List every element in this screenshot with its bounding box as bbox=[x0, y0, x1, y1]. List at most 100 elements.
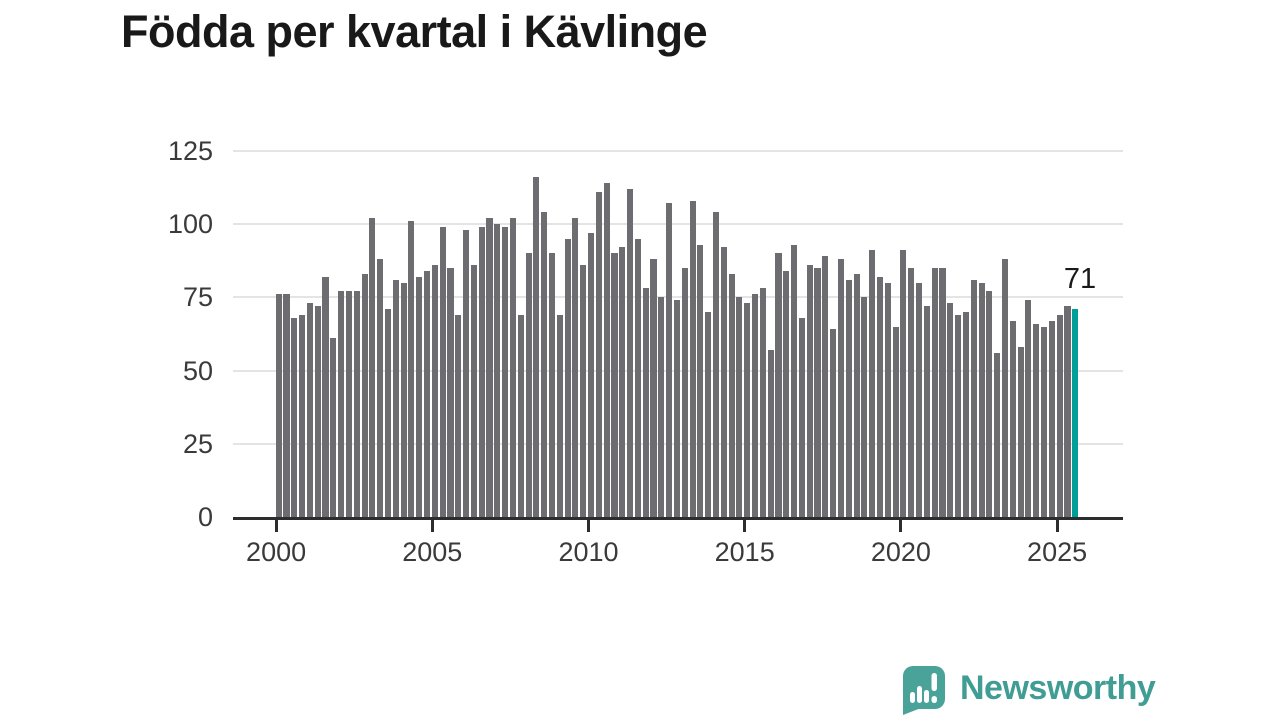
bar bbox=[377, 259, 384, 517]
bar bbox=[759, 288, 766, 517]
gridline-125 bbox=[233, 149, 1123, 152]
bar bbox=[642, 288, 649, 517]
bar bbox=[775, 253, 782, 517]
bar bbox=[619, 247, 626, 517]
bar bbox=[548, 253, 556, 517]
bar bbox=[744, 303, 751, 517]
bar bbox=[970, 279, 977, 517]
bar bbox=[908, 267, 915, 517]
bar bbox=[931, 267, 938, 517]
bar bbox=[916, 282, 923, 517]
x-axis-line bbox=[233, 517, 1123, 520]
bar bbox=[533, 177, 540, 517]
bar bbox=[502, 226, 509, 517]
bar bbox=[830, 329, 837, 517]
y-axis-label-25: 25 bbox=[182, 428, 213, 459]
bar bbox=[275, 294, 282, 517]
bar bbox=[634, 238, 641, 517]
newsworthy-chart-bubble-icon bbox=[903, 666, 945, 715]
bar bbox=[822, 256, 829, 517]
x-axis-tick-2020 bbox=[899, 520, 903, 532]
x-axis-tick-2015 bbox=[743, 520, 747, 532]
bar bbox=[720, 247, 727, 517]
x-axis-label-2005: 2005 bbox=[402, 537, 463, 567]
bar bbox=[283, 294, 290, 517]
y-axis-label-125: 125 bbox=[167, 135, 213, 166]
bar bbox=[697, 244, 704, 517]
bar bbox=[650, 259, 657, 517]
x-axis-label-2025: 2025 bbox=[1027, 537, 1088, 567]
bar bbox=[900, 250, 907, 517]
x-axis-tick-2000 bbox=[274, 520, 278, 532]
chart-title: Födda per kvartal i Kävlinge bbox=[121, 6, 708, 57]
last-bar-value-label: 71 bbox=[1063, 263, 1097, 295]
bar bbox=[1009, 320, 1016, 517]
x-axis-tick-2010 bbox=[587, 520, 590, 532]
bar bbox=[884, 282, 891, 517]
bar bbox=[767, 349, 774, 517]
bar bbox=[673, 300, 680, 517]
bar bbox=[853, 273, 860, 517]
bar bbox=[595, 191, 602, 517]
bar bbox=[806, 265, 813, 517]
bar bbox=[541, 212, 548, 517]
highlighted-bar bbox=[1072, 308, 1079, 517]
newsworthy-logo: Newsworthy bbox=[901, 665, 1156, 717]
bar bbox=[798, 317, 805, 517]
bar bbox=[330, 338, 337, 517]
bar bbox=[572, 218, 579, 517]
bar bbox=[986, 291, 993, 517]
bar bbox=[712, 212, 720, 517]
x-axis-label-2000: 2000 bbox=[246, 537, 307, 567]
bar bbox=[588, 232, 595, 517]
bar bbox=[869, 250, 876, 517]
gridline-100 bbox=[233, 223, 1123, 225]
bar bbox=[947, 303, 954, 517]
bar bbox=[627, 188, 634, 517]
x-axis-tick-2025 bbox=[1055, 520, 1059, 532]
y-axis-label-50: 50 bbox=[182, 355, 213, 386]
x-axis-tick-2005 bbox=[430, 520, 434, 532]
bar bbox=[384, 308, 392, 517]
bar bbox=[994, 352, 1001, 517]
bar bbox=[1025, 300, 1032, 517]
bar bbox=[791, 244, 798, 517]
bar bbox=[564, 238, 571, 517]
bar bbox=[681, 267, 688, 517]
bar bbox=[353, 291, 360, 517]
bar bbox=[431, 265, 438, 517]
bar bbox=[338, 291, 345, 517]
bar bbox=[603, 182, 610, 517]
bar bbox=[447, 267, 454, 517]
bar bbox=[400, 282, 407, 517]
bar bbox=[478, 226, 485, 517]
x-axis-label-2015: 2015 bbox=[714, 537, 775, 567]
newsworthy-wordmark: Newsworthy bbox=[960, 669, 1156, 707]
bar bbox=[369, 218, 376, 517]
bar bbox=[525, 253, 532, 517]
bar bbox=[408, 221, 415, 517]
bar bbox=[1001, 259, 1009, 517]
bar bbox=[962, 311, 969, 517]
bar bbox=[361, 273, 368, 517]
bar bbox=[783, 270, 790, 517]
bar bbox=[837, 259, 844, 517]
bar bbox=[658, 297, 665, 517]
bar bbox=[416, 276, 423, 517]
x-axis-label-2010: 2010 bbox=[558, 537, 619, 567]
y-axis-label-100: 100 bbox=[167, 209, 213, 239]
bar bbox=[876, 276, 884, 517]
bar bbox=[814, 267, 821, 517]
y-axis-label-0: 0 bbox=[197, 502, 213, 532]
bar bbox=[861, 297, 868, 517]
gridline-75 bbox=[233, 296, 1123, 299]
bar bbox=[923, 306, 930, 517]
x-axis-label-2020: 2020 bbox=[870, 537, 931, 567]
bar bbox=[611, 253, 618, 517]
bar bbox=[556, 314, 563, 517]
bar bbox=[423, 270, 431, 517]
bar bbox=[455, 314, 462, 517]
bar bbox=[728, 273, 735, 517]
bar bbox=[291, 317, 298, 517]
